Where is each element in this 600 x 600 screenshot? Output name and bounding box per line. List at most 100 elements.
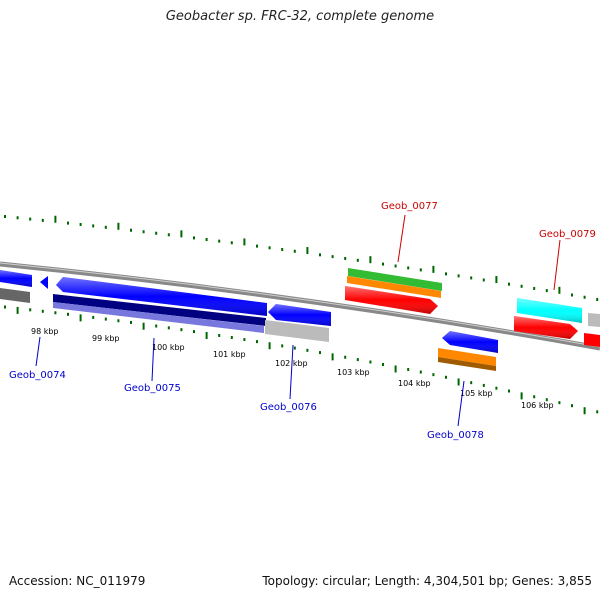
major-tick (117, 222, 120, 230)
feature-0077-domain-orange[interactable] (347, 276, 441, 298)
gene-label-geob_0077[interactable]: Geob_0077 (381, 201, 438, 212)
scale-tick-label: 101 kbp (213, 350, 246, 359)
feature-0078-domain-orange[interactable] (438, 348, 496, 366)
major-tick (457, 378, 460, 386)
minor-tick (520, 284, 523, 288)
minor-tick (545, 398, 548, 402)
minor-tick (583, 295, 586, 299)
minor-tick (142, 230, 145, 234)
minor-tick (596, 410, 599, 414)
major-tick (142, 322, 145, 330)
gene-label-leader (35, 336, 41, 367)
minor-tick (495, 386, 498, 390)
minor-tick (193, 236, 195, 240)
minor-tick (319, 351, 321, 355)
scale-tick-label: 98 kbp (31, 327, 59, 336)
major-tick (432, 265, 435, 273)
gene-label-leader (289, 344, 294, 400)
minor-tick (130, 320, 132, 324)
minor-tick (356, 258, 359, 262)
minor-tick (533, 286, 536, 290)
scale-labels: 98 kbp 99 kbp 100 kbp 101 kbp 102 kbp 103 kbp… (31, 327, 554, 410)
minor-tick (193, 330, 195, 334)
major-tick (306, 247, 309, 255)
major-tick (520, 392, 523, 400)
minor-tick (571, 404, 573, 408)
feature-edge-gene[interactable] (588, 313, 600, 327)
genome-summary-text: Topology: circular; Length: 4,304,501 bp… (262, 574, 592, 588)
gene-label-geob_0079[interactable]: Geob_0079 (539, 229, 596, 240)
major-tick (558, 286, 561, 294)
minor-tick (117, 319, 120, 323)
minor-tick (419, 268, 422, 272)
feature-edge-cds[interactable] (584, 333, 600, 347)
minor-tick (331, 255, 334, 259)
minor-tick (92, 224, 95, 228)
minor-tick (256, 340, 258, 344)
minor-tick (281, 248, 284, 252)
feature-0078-domain-brown[interactable] (438, 357, 496, 371)
minor-tick (293, 249, 296, 253)
major-tick (16, 306, 19, 314)
minor-tick (470, 381, 473, 385)
scale-tick-label: 102 kbp (275, 359, 308, 368)
minor-tick (4, 305, 6, 309)
feature-small-cds[interactable] (40, 276, 48, 289)
gene-label-geob_0076[interactable]: Geob_0076 (260, 402, 317, 413)
minor-tick (306, 348, 309, 352)
minor-tick (104, 225, 107, 229)
minor-tick (319, 253, 321, 257)
minor-tick (41, 309, 44, 313)
minor-tick (382, 362, 384, 366)
minor-tick (180, 328, 183, 332)
major-tick (394, 365, 397, 373)
feature-track (0, 268, 600, 371)
minor-tick (558, 401, 561, 405)
minor-tick (230, 241, 233, 245)
feature-0077-domain-green[interactable] (348, 268, 442, 291)
map-title: Geobacter sp. FRC-32, complete genome (165, 9, 435, 24)
minor-tick (54, 311, 57, 315)
feature-0075-gene[interactable] (53, 302, 264, 333)
gene-label-geob_0074[interactable]: Geob_0074 (9, 370, 66, 381)
feature-0076-gene[interactable] (265, 320, 329, 342)
minor-tick (268, 246, 271, 250)
minor-tick (596, 297, 599, 301)
minor-tick (369, 360, 372, 364)
minor-tick (571, 293, 573, 297)
major-tick (583, 407, 586, 415)
scale-tick-label: 104 kbp (398, 379, 431, 388)
feature-0074-gene[interactable] (0, 288, 30, 303)
minor-tick (382, 262, 384, 266)
feature-0075-domain-navy[interactable] (53, 294, 266, 326)
minor-tick (394, 264, 397, 268)
scale-tick-label: 99 kbp (92, 334, 120, 343)
feature-gloss (0, 270, 582, 353)
minor-tick (470, 276, 473, 280)
minor-tick (533, 395, 536, 399)
genome-backbone-highlight (0, 262, 600, 348)
genome-backbone (0, 261, 600, 351)
scale-tick-label: 100 kbp (152, 343, 185, 352)
minor-tick (445, 272, 447, 276)
minor-tick (167, 233, 170, 237)
major-tick (205, 332, 208, 340)
inner-tick-ring (4, 305, 599, 415)
scale-tick-label: 106 kbp (521, 401, 554, 410)
minor-tick (419, 370, 422, 374)
minor-tick (205, 238, 208, 242)
gene-label-geob_0075[interactable]: Geob_0075 (124, 383, 181, 394)
outer-tick-ring (4, 215, 599, 301)
minor-tick (508, 389, 510, 393)
minor-tick (256, 244, 258, 248)
minor-tick (130, 228, 132, 232)
minor-tick (67, 221, 69, 225)
major-tick (495, 276, 498, 284)
gene-label-geob_0078[interactable]: Geob_0078 (427, 430, 484, 441)
minor-tick (104, 317, 107, 321)
gene-label-leader (457, 380, 465, 427)
minor-tick (545, 289, 548, 293)
minor-tick (92, 315, 95, 319)
